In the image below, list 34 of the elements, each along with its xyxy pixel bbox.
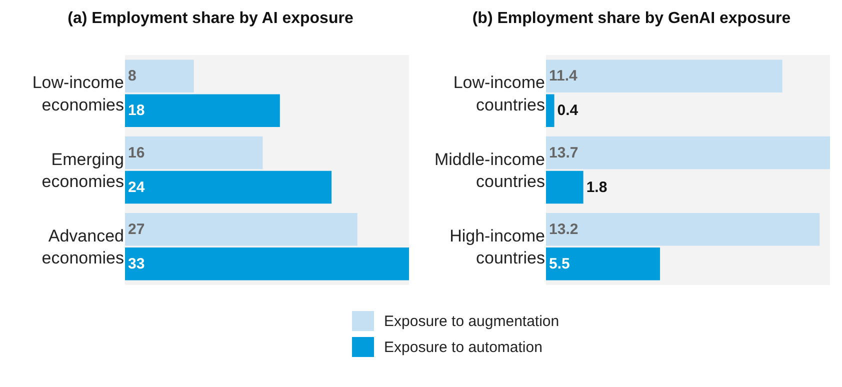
bar — [125, 248, 409, 280]
data-label: 8 — [128, 68, 136, 85]
data-label: 18 — [128, 102, 145, 120]
legend-label: Exposure to augmentation — [384, 312, 560, 330]
chart-title: (a) Employment share by AI exposure — [68, 10, 354, 28]
data-label: 1.8 — [586, 178, 608, 196]
data-label: 11.4 — [549, 68, 578, 85]
data-label: 27 — [128, 220, 145, 238]
bar — [125, 213, 358, 246]
data-label: 5.5 — [549, 255, 570, 272]
y-tick-label: Low-income countries — [453, 73, 545, 114]
chart-title: (b) Employment share by GenAI exposure — [472, 10, 791, 28]
data-label: 0.4 — [557, 102, 579, 120]
data-label: 13.7 — [549, 144, 578, 162]
bar — [125, 170, 332, 204]
bar — [546, 60, 782, 92]
bar — [546, 136, 830, 170]
y-tick-label: Low-income economies — [32, 73, 124, 114]
y-tick-label: High-income countries — [450, 226, 545, 268]
bar — [125, 60, 194, 92]
bar — [125, 94, 280, 127]
y-tick-label: Advanced economies — [42, 226, 124, 268]
bar — [546, 248, 660, 280]
legend-label: Exposure to automation — [384, 338, 542, 356]
bar — [546, 213, 820, 246]
bar — [546, 170, 584, 204]
bar — [546, 94, 554, 127]
data-label: 13.2 — [549, 220, 578, 238]
bar — [125, 136, 263, 170]
data-label: 24 — [128, 178, 146, 196]
y-tick-label: Emerging economies — [42, 150, 124, 191]
data-label: 16 — [128, 144, 145, 162]
data-label: 33 — [128, 255, 145, 272]
y-tick-label: Middle-income countries — [434, 150, 545, 191]
